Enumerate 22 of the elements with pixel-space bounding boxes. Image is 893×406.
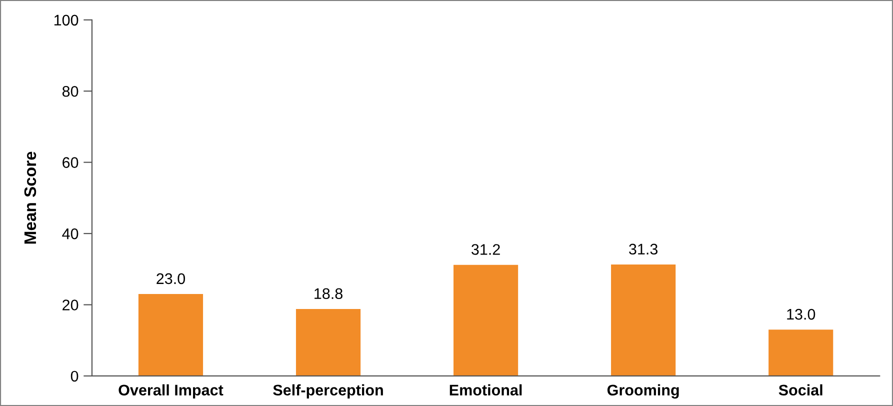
bar: [611, 264, 676, 376]
y-tick-label: 80: [62, 86, 78, 97]
y-tick-label: 20: [62, 300, 78, 310]
bar: [768, 330, 834, 376]
x-tick-label: Overall Impact: [118, 384, 224, 399]
y-tick-label: 100: [54, 14, 78, 26]
y-tick-label: 60: [62, 157, 78, 168]
data-label: 31.3: [629, 244, 658, 255]
x-tick-label: Self-perception: [273, 384, 383, 399]
x-tick-label: Grooming: [607, 384, 679, 399]
data-label: 23.0: [156, 273, 186, 284]
y-tick-label: 0: [70, 370, 78, 382]
data-label: 31.2: [472, 244, 500, 255]
data-label: 13.0: [787, 308, 816, 320]
x-tick-label: Social: [778, 384, 822, 396]
data-label: 18.8: [314, 288, 342, 300]
y-axis-title: Mean Score: [24, 152, 36, 244]
bar: [138, 294, 204, 376]
bar: [296, 309, 361, 376]
x-tick-label: Emotional: [450, 384, 522, 396]
bar: [454, 264, 518, 376]
y-tick-label: 40: [62, 228, 78, 240]
